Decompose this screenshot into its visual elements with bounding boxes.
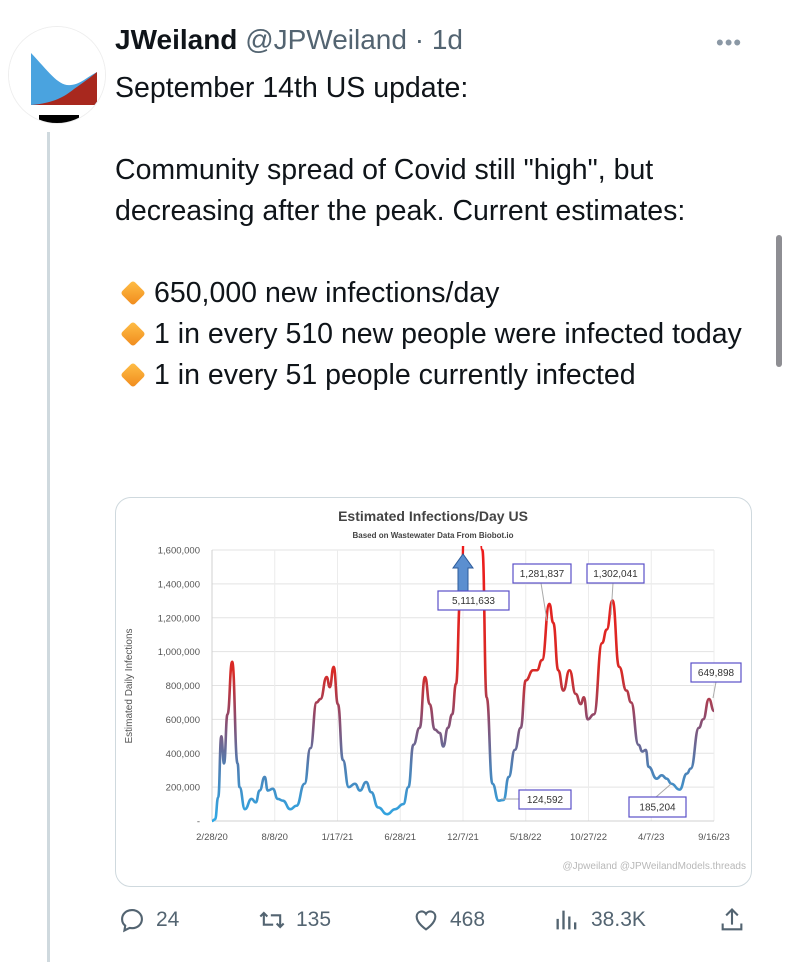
separator: · bbox=[414, 24, 425, 55]
annotation-leader bbox=[610, 582, 614, 616]
x-tick-label: 9/16/23 bbox=[698, 832, 730, 843]
tweet-media-chart[interactable]: Estimated Infections/Day US Based on Was… bbox=[115, 497, 752, 887]
like-button[interactable]: 468 bbox=[412, 898, 485, 942]
retweet-button[interactable]: 135 bbox=[258, 898, 331, 942]
bullet-text: 1 in every 510 new people were infected … bbox=[154, 318, 742, 350]
heart-icon bbox=[415, 910, 437, 931]
series-line bbox=[212, 546, 715, 823]
views-button[interactable]: 38.3K bbox=[553, 898, 646, 942]
y-axis-label: Estimated Daily Infections bbox=[124, 628, 135, 743]
bullet-text: 1 in every 51 people currently infected bbox=[154, 359, 636, 391]
x-tick-label: 6/28/21 bbox=[384, 832, 416, 843]
scrollbar[interactable] bbox=[776, 235, 782, 367]
retweet-icon bbox=[259, 911, 285, 929]
annotation-box bbox=[437, 590, 510, 611]
views-icon bbox=[556, 910, 577, 930]
bullet-line: 650,000 new infections/day bbox=[115, 273, 755, 314]
annotation-label: 185,204 bbox=[639, 803, 676, 814]
timestamp[interactable]: 1d bbox=[431, 24, 463, 55]
text-line: September 14th US update: bbox=[115, 72, 469, 104]
y-tick-label: 200,000 bbox=[166, 783, 200, 794]
x-tick-label: 12/7/21 bbox=[447, 832, 479, 843]
orange-diamond-icon bbox=[120, 321, 146, 347]
watermark: @Jpweiland @JPWeilandModels.threads bbox=[562, 861, 746, 872]
y-tick-label: 1,200,000 bbox=[158, 613, 200, 624]
action-bar: 24 135 468 38.3K bbox=[0, 898, 790, 942]
bullet-line: 1 in every 51 people currently infected bbox=[115, 355, 755, 396]
chart: Estimated Infections/Day US Based on Was… bbox=[124, 508, 746, 872]
y-tick-label: 1,000,000 bbox=[158, 647, 200, 658]
annotation-label: 5,111,633 bbox=[452, 596, 495, 607]
display-name[interactable]: JWeiland bbox=[115, 24, 238, 55]
annotation-label: 1,302,041 bbox=[593, 569, 638, 580]
reply-button[interactable]: 24 bbox=[118, 898, 179, 942]
reply-count: 24 bbox=[156, 908, 180, 931]
bullet-text: 650,000 new infections/day bbox=[154, 277, 500, 309]
orange-diamond-icon bbox=[120, 362, 146, 388]
x-tick-label: 5/18/22 bbox=[510, 832, 542, 843]
tweet-text: September 14th US update: Community spre… bbox=[115, 68, 755, 396]
y-tick-label: 800,000 bbox=[166, 681, 200, 692]
up-arrow-icon bbox=[452, 553, 474, 592]
views-count: 38.3K bbox=[591, 908, 646, 931]
y-tick-label: 1,400,000 bbox=[158, 579, 200, 590]
annotation-box bbox=[512, 563, 572, 584]
more-options-icon[interactable]: ••• bbox=[716, 30, 743, 55]
chart-title: Estimated Infections/Day US bbox=[338, 508, 528, 524]
avatar[interactable] bbox=[8, 26, 106, 124]
share-icon bbox=[721, 908, 743, 931]
annotation-leader bbox=[655, 783, 672, 798]
x-tick-label: 1/17/21 bbox=[322, 832, 354, 843]
orange-diamond-icon bbox=[120, 280, 146, 306]
reply-icon bbox=[121, 909, 143, 933]
retweet-count: 135 bbox=[296, 908, 332, 931]
handle[interactable]: @JPWeiland bbox=[245, 24, 407, 55]
x-tick-label: 2/28/20 bbox=[196, 832, 228, 843]
text-line: Community spread of Covid still "high", … bbox=[115, 154, 686, 227]
x-tick-label: 8/8/20 bbox=[262, 832, 288, 843]
annotation-box bbox=[518, 789, 572, 810]
annotation-box bbox=[586, 563, 645, 584]
avatar-chart-thumbnail bbox=[9, 27, 105, 123]
y-tick-label: 600,000 bbox=[166, 715, 200, 726]
thread-line bbox=[47, 132, 50, 962]
y-tick-label: 1,600,000 bbox=[158, 546, 200, 557]
y-tick-label: 400,000 bbox=[166, 749, 200, 760]
chart-subtitle: Based on Wastewater Data From Biobot.io bbox=[352, 531, 513, 540]
x-tick-label: 4/7/23 bbox=[638, 832, 664, 843]
share-button[interactable] bbox=[718, 898, 756, 942]
x-tick-label: 10/27/22 bbox=[570, 832, 607, 843]
tweet-header: JWeiland @JPWeiland · 1d bbox=[115, 24, 463, 56]
annotation-box bbox=[690, 662, 742, 683]
annotation-label: 1,281,837 bbox=[520, 569, 565, 580]
annotation-leader bbox=[712, 681, 717, 699]
annotation-leader bbox=[540, 582, 548, 622]
annotation-label: 124,592 bbox=[527, 795, 564, 806]
annotation-box bbox=[628, 796, 687, 818]
y-tick-label: - bbox=[197, 817, 200, 828]
annotation-label: 649,898 bbox=[698, 668, 735, 679]
like-count: 468 bbox=[450, 908, 486, 931]
bullet-line: 1 in every 510 new people were infected … bbox=[115, 314, 755, 355]
